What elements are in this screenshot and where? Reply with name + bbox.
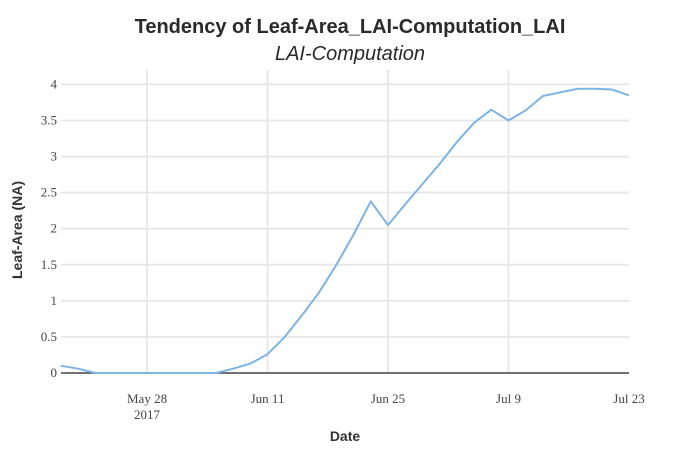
grid-lines: [61, 70, 629, 373]
series-line: [60, 87, 630, 374]
x-axis-title: Date: [330, 428, 361, 444]
chart-title: Tendency of Leaf-Area_LAI-Computation_LA…: [134, 16, 566, 38]
y-tick-labels: 0 0.5 1 1.5 2 2.5 3 3.5 4: [41, 76, 58, 380]
x-tick-sublabel: 2017: [134, 407, 161, 422]
y-tick-label: 2: [51, 221, 58, 236]
y-tick-label: 0: [51, 365, 58, 380]
y-tick-label: 3.5: [41, 113, 57, 128]
y-tick-label: 1: [51, 293, 58, 308]
y-tick-label: 3: [51, 149, 58, 164]
x-tick-label: Jun 25: [371, 391, 405, 406]
x-tick-label: Jul 9: [496, 391, 521, 406]
y-tick-label: 1.5: [41, 257, 57, 272]
x-tick-label: May 28: [127, 391, 167, 406]
x-tick-label: Jul 23: [613, 391, 644, 406]
y-axis-title: Leaf-Area (NA): [9, 181, 25, 279]
y-tick-label: 2.5: [41, 185, 57, 200]
chart-subtitle: LAI-Computation: [274, 43, 426, 65]
series-layer: [60, 87, 630, 374]
y-tick-label: 4: [51, 76, 58, 91]
y-tick-label: 0.5: [41, 329, 57, 344]
x-tick-label: Jun 11: [251, 391, 285, 406]
